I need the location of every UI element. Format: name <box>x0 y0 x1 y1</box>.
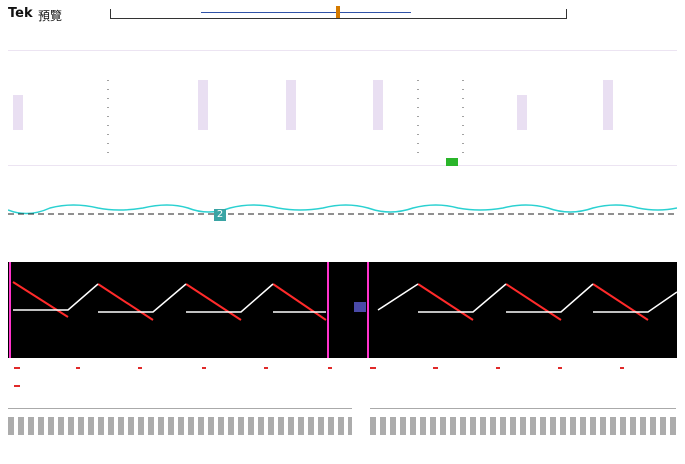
dotted-cursor-lines <box>107 80 464 160</box>
red-tick-marks <box>14 367 624 387</box>
ch2-waveform <box>8 204 677 215</box>
trigger-position-marker[interactable] <box>336 6 340 18</box>
vertical-markers <box>9 262 369 358</box>
measurement-readout-left[interactable] <box>8 408 352 463</box>
sawtooth-traces <box>12 281 649 321</box>
lower-waveform-display[interactable] <box>8 262 677 358</box>
timebar-view-window <box>201 12 411 13</box>
plot-background <box>8 262 677 358</box>
return-traces <box>13 283 677 313</box>
trigger-icon <box>446 158 458 166</box>
readout-bar <box>370 417 676 435</box>
lower-annotation-strip <box>14 367 624 387</box>
record-timebar[interactable] <box>110 9 567 19</box>
channel-2-badge[interactable]: 2 <box>214 209 226 221</box>
brand-logo: Tek <box>8 6 33 21</box>
top-status-bar: Tek 預覽 <box>0 0 685 30</box>
upper-waveform-display[interactable] <box>8 50 677 166</box>
readout-bar <box>8 417 352 435</box>
measurement-readout-right[interactable] <box>370 408 676 463</box>
center-marker <box>354 302 366 312</box>
vertical-divisions <box>13 80 613 130</box>
acquisition-status: 預覽 <box>38 9 63 23</box>
upper-trace-strip[interactable] <box>8 200 677 228</box>
